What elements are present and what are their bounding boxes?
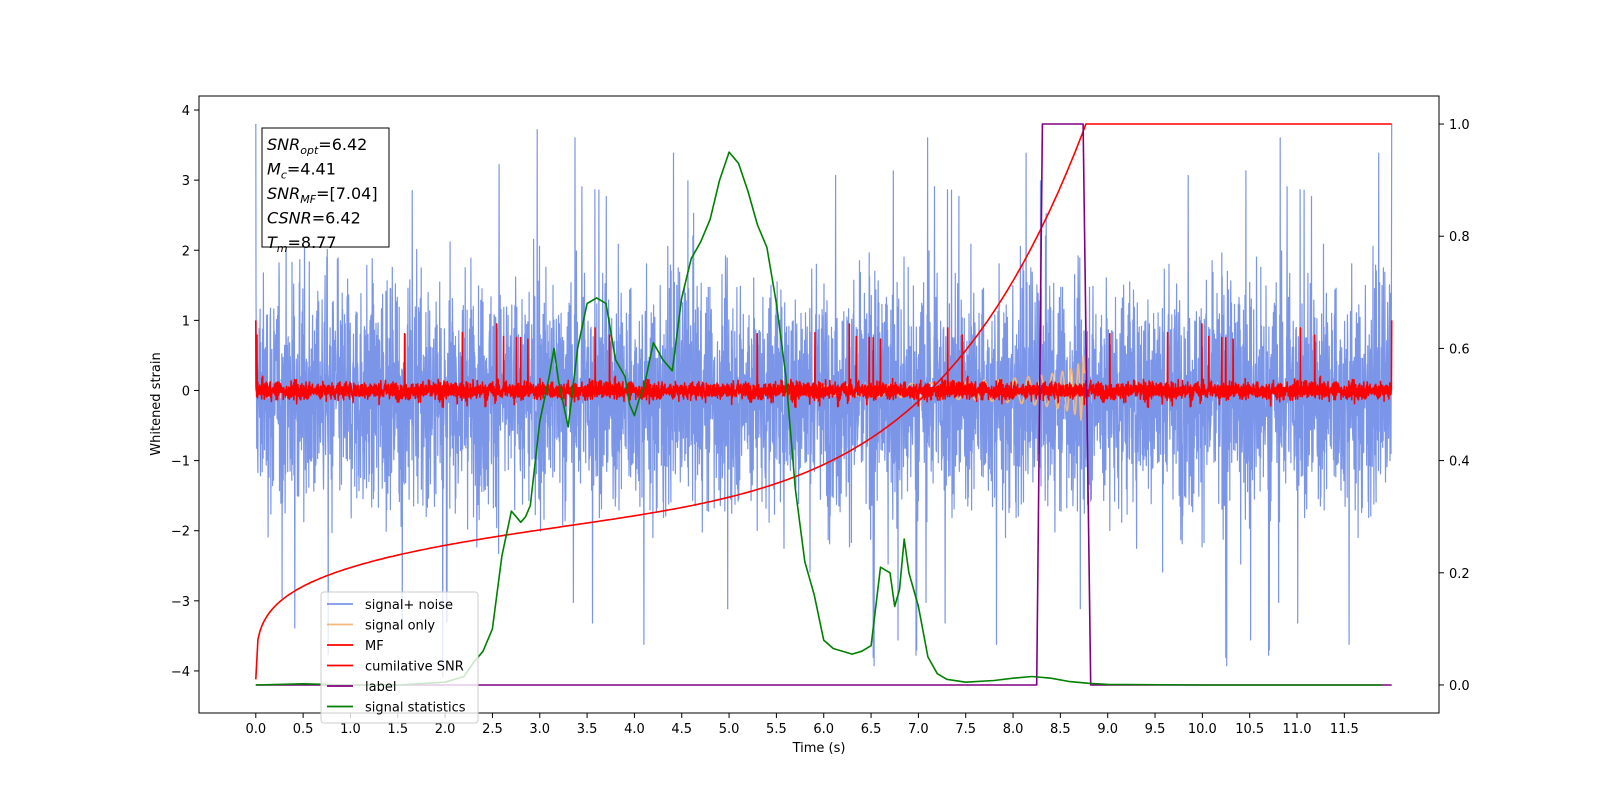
plot-area xyxy=(255,123,1393,686)
legend-entry: signal statistics xyxy=(365,701,466,716)
x-tick-label: 1.0 xyxy=(340,722,361,737)
x-tick-label: 5.5 xyxy=(766,722,787,737)
y-tick-label: 3 xyxy=(182,174,190,189)
legend: signal+ noise signal only MF cumilative SNR… xyxy=(320,591,479,724)
axes: 0.0 0.5 1.0 1.5 2.0 2.5 3.0 3.5 4.0 4.5 5.0 5.5 6.0 6… xyxy=(171,104,1470,737)
legend-entry: label xyxy=(365,680,396,695)
info-line: Mc=4.41 xyxy=(267,160,336,182)
legend-entry: cumilative SNR xyxy=(365,660,464,675)
x-tick-label: 7.0 xyxy=(908,722,929,737)
x-tick-label: 0.0 xyxy=(245,722,266,737)
legend-frame xyxy=(320,591,479,724)
y-right-tick-label: 0.0 xyxy=(1449,679,1470,694)
x-tick-label: 0.5 xyxy=(293,722,314,737)
legend-entry: signal only xyxy=(365,619,435,634)
legend-entry: MF xyxy=(365,639,384,654)
x-tick-label: 4.0 xyxy=(624,722,645,737)
x-tick-label: 10.5 xyxy=(1235,722,1264,737)
y-tick-label: 4 xyxy=(182,104,190,119)
legend-entry: signal+ noise xyxy=(365,598,453,613)
x-tick-label: 3.0 xyxy=(529,722,550,737)
y-right-tick-label: 1.0 xyxy=(1449,118,1470,133)
x-tick-label: 6.0 xyxy=(813,722,834,737)
info-line: SNRopt=6.42 xyxy=(267,135,367,157)
y-right-tick-label: 0.4 xyxy=(1449,455,1470,470)
y-axis-label: Whitened strain xyxy=(149,352,164,455)
series-line-5 xyxy=(255,151,1383,686)
x-tick-label: 6.5 xyxy=(861,722,882,737)
y-tick-label: −1 xyxy=(171,455,190,470)
info-line: SNRMF=[7.04] xyxy=(267,184,378,206)
x-tick-label: 2.5 xyxy=(482,722,503,737)
info-line: CSNR=6.42 xyxy=(267,209,361,228)
x-axis-label: Time (s) xyxy=(792,741,846,756)
x-tick-label: 4.5 xyxy=(671,722,692,737)
series-line-3 xyxy=(255,123,1392,680)
x-tick-label: 7.5 xyxy=(955,722,976,737)
plot-frame xyxy=(198,95,1440,714)
y-tick-label: −3 xyxy=(171,595,190,610)
x-tick-label: 11.0 xyxy=(1283,722,1312,737)
x-tick-label: 2.0 xyxy=(435,722,456,737)
info-box-frame xyxy=(261,127,390,248)
y-tick-label: −2 xyxy=(171,525,190,540)
info-line: Tm=8.77 xyxy=(267,233,337,255)
y-right-tick-label: 0.6 xyxy=(1449,342,1470,357)
x-tick-label: 1.5 xyxy=(387,722,408,737)
x-tick-label: 11.5 xyxy=(1330,722,1359,737)
x-tick-label: 9.5 xyxy=(1145,722,1166,737)
y-tick-label: 1 xyxy=(182,314,190,329)
y-right-tick-label: 0.8 xyxy=(1449,230,1470,245)
y-tick-label: −4 xyxy=(171,665,190,680)
x-tick-label: 10.0 xyxy=(1188,722,1217,737)
x-tick-label: 3.5 xyxy=(577,722,598,737)
y-tick-label: 0 xyxy=(182,384,190,399)
x-tick-label: 9.0 xyxy=(1097,722,1118,737)
x-tick-label: 8.5 xyxy=(1050,722,1071,737)
y-right-tick-label: 0.2 xyxy=(1449,567,1470,582)
series-line-2 xyxy=(255,320,1393,409)
x-tick-label: 8.0 xyxy=(1003,722,1024,737)
y-tick-label: 2 xyxy=(182,244,190,259)
x-tick-label: 5.0 xyxy=(719,722,740,737)
